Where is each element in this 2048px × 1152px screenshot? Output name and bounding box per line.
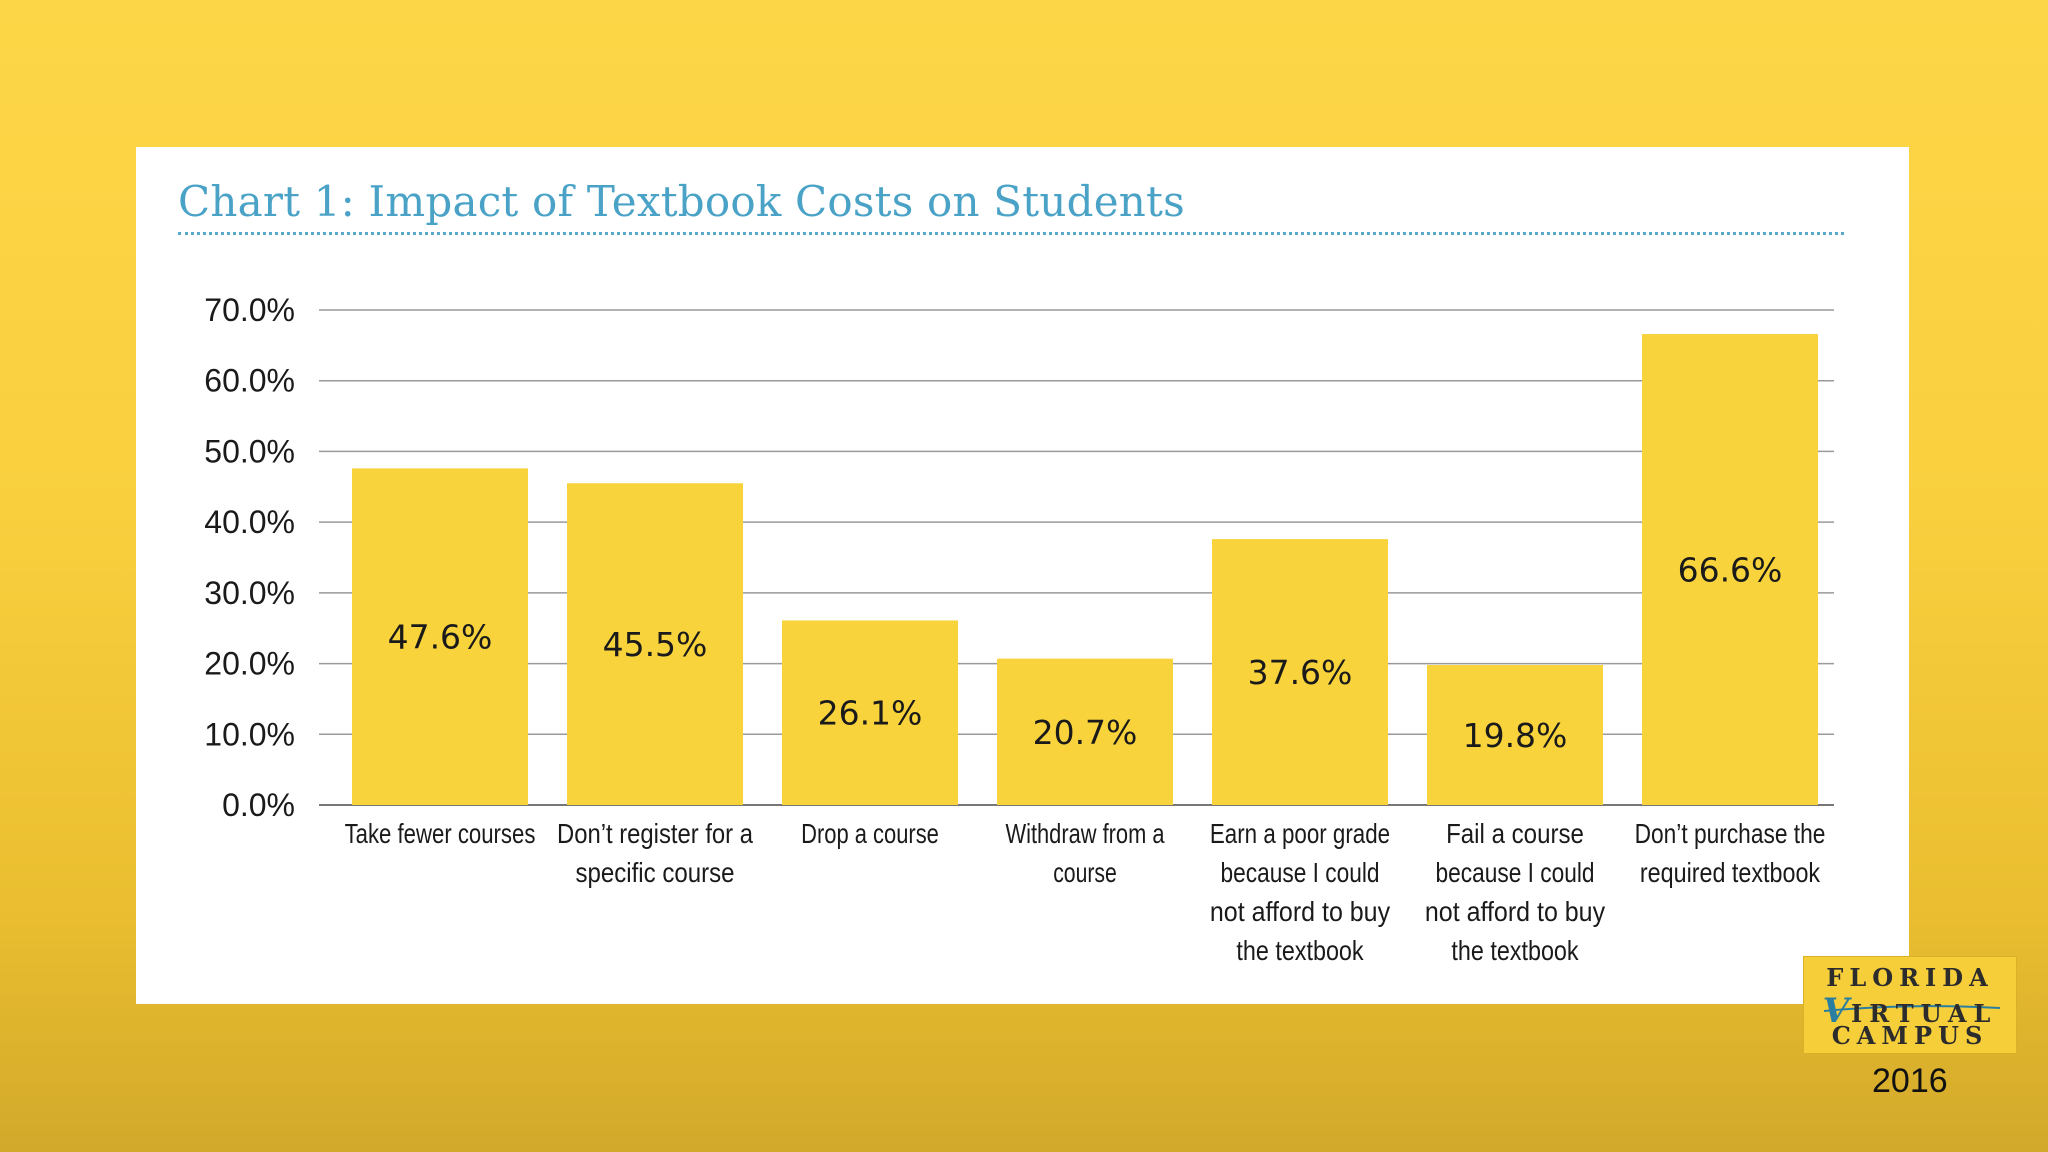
year-label: 2016 [1872, 1062, 1948, 1100]
x-tick-label: specific course [576, 857, 735, 888]
y-tick-label: 30.0% [204, 575, 295, 611]
x-tick-label: not afford to buy [1210, 896, 1390, 927]
chart-title: Chart 1: Impact of Textbook Costs on Stu… [178, 177, 1185, 226]
y-tick-label: 40.0% [204, 504, 295, 540]
x-tick-label: course [1053, 857, 1117, 888]
y-tick-label: 70.0% [204, 292, 295, 328]
y-tick-label: 10.0% [204, 716, 295, 752]
bar-data-label: 26.1% [818, 694, 923, 733]
bar [1427, 664, 1603, 805]
x-tick-label: Don’t purchase the [1635, 818, 1826, 849]
y-tick-label: 50.0% [204, 433, 295, 469]
y-tick-label: 60.0% [204, 363, 295, 399]
x-tick-label: not afford to buy [1425, 896, 1605, 927]
x-tick-label: required textbook [1640, 857, 1821, 888]
florida-virtual-campus-logo: FLORIDA VIRTUAL CAMPUS [1803, 956, 2017, 1054]
bar [567, 483, 743, 805]
logo-initial-v: V [1822, 991, 1852, 1031]
chart-card: Chart 1: Impact of Textbook Costs on Stu… [136, 147, 1909, 1004]
logo-line-2-rest: IRTUAL [1851, 999, 1998, 1028]
bar-data-label: 37.6% [1248, 653, 1353, 692]
y-tick-label: 20.0% [204, 646, 295, 682]
bar [1212, 539, 1388, 805]
bar-data-label: 45.5% [603, 625, 708, 664]
bar-data-label: 47.6% [388, 618, 493, 657]
x-tick-label: because I could [1221, 857, 1380, 888]
bar [352, 468, 528, 805]
logo-line-3: CAMPUS [1831, 1021, 1989, 1050]
y-tick-label: 0.0% [222, 787, 295, 823]
x-tick-label: Fail a course [1446, 818, 1584, 849]
title-divider [178, 232, 1844, 235]
bar-chart: 0.0% 10.0% 20.0% 30.0% 40.0% 50.0% 60.0% 70.0% 4… [204, 292, 1834, 966]
x-tick-label: Drop a course [801, 818, 939, 849]
x-tick-label: the textbook [1236, 935, 1364, 966]
x-tick-label: because I could [1436, 857, 1595, 888]
bar [782, 620, 958, 805]
bar-data-label: 20.7% [1033, 713, 1138, 752]
x-tick-label: Take fewer courses [345, 818, 536, 849]
logo-line-2: VIRTUAL [1804, 991, 2016, 1031]
x-tick-label: the textbook [1451, 935, 1579, 966]
bar [997, 658, 1173, 805]
x-tick-label: Don’t register for a [557, 818, 753, 849]
bar [1642, 334, 1818, 805]
logo-swoosh-icon [1823, 1005, 2001, 1012]
x-tick-label: Withdraw from a [1006, 818, 1165, 849]
bar-data-label: 19.8% [1463, 716, 1568, 755]
logo-line-1: FLORIDA [1826, 963, 1994, 992]
x-tick-label: Earn a poor grade [1210, 818, 1390, 849]
bar-data-label: 66.6% [1678, 551, 1783, 590]
